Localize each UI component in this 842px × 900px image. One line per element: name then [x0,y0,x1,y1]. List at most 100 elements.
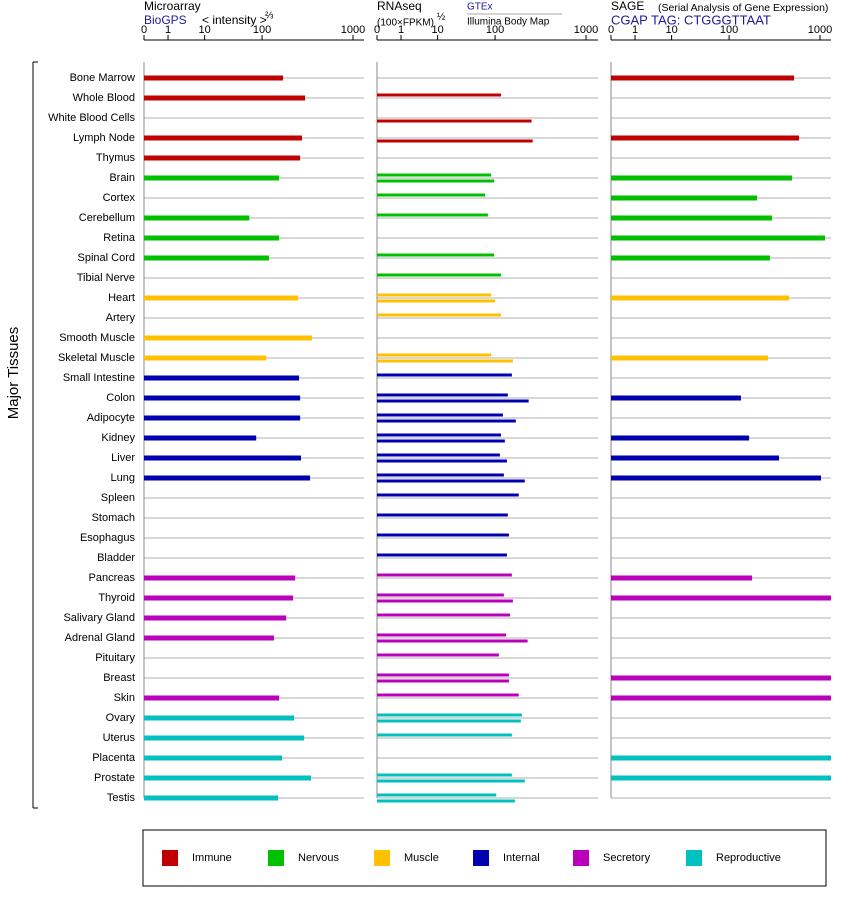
bar [377,93,501,97]
category-label: Spinal Cord [78,252,135,264]
bar [144,695,280,701]
bar [144,595,294,601]
bar [611,295,789,301]
x-tick-label: 1 [165,24,171,36]
bar [144,635,274,641]
legend-label: Secretory [603,852,651,864]
bar [144,255,269,261]
bar [377,473,504,477]
category-label: Placenta [92,752,136,764]
bar [377,399,529,403]
x-tick-label: 0 [374,24,380,36]
bar [144,355,267,361]
legend-swatch [573,850,589,866]
bar [377,393,508,397]
bar [611,675,831,681]
series-name: GTEx [467,2,493,13]
bar [611,75,795,81]
category-label: Uterus [103,732,136,744]
legend-label: Nervous [298,852,339,864]
x-tick-label: 1000 [341,24,365,36]
category-label: Thyroid [98,592,135,604]
bar [377,419,516,423]
legend-swatch [374,850,390,866]
bar [144,335,312,341]
legend-label: Immune [192,852,232,864]
category-label: Adrenal Gland [65,632,135,644]
x-tick-label: 1 [632,24,638,36]
bar [611,455,779,461]
legend-swatch [686,850,702,866]
bar [611,135,800,141]
bar [377,533,509,537]
bar [611,695,831,701]
bar [377,253,495,257]
category-label: Salivary Gland [63,612,135,624]
bar [611,175,793,181]
category-label: Bone Marrow [70,72,135,84]
category-label: Prostate [94,772,135,784]
x-tick-label: 10 [665,24,677,36]
bar [377,439,505,443]
bar [144,235,280,241]
bar [144,735,305,741]
scale-label: < intensity > [202,13,267,27]
category-label: Kidney [101,432,135,444]
bar [144,795,279,801]
panel-title: Microarray [144,0,201,13]
x-tick-label: 0 [141,24,147,36]
x-tick-label: 10 [431,24,443,36]
category-label: Cortex [103,192,136,204]
category-label: Spleen [101,492,135,504]
bar [377,799,515,803]
category-label: Cerebellum [79,212,135,224]
bar [377,653,499,657]
bar [144,175,280,181]
bar [144,155,301,161]
bar [377,353,492,357]
category-label: White Blood Cells [48,112,135,124]
category-label: Esophagus [80,532,136,544]
bar [377,139,533,143]
bar [377,173,492,177]
bar [377,713,522,717]
bar [377,719,521,723]
bar [144,135,303,141]
bar [144,755,283,761]
panel-subtitle: (Serial Analysis of Gene Expression) [658,2,828,14]
bar [144,455,302,461]
bar [144,95,306,101]
x-tick-label: 0 [608,24,614,36]
scale-power: ½ [437,12,446,23]
bar [144,395,301,401]
bar [377,193,486,197]
bar [377,453,500,457]
scale-power: ⅔ [265,11,274,22]
bar [377,773,512,777]
bar [611,775,831,781]
series-name: CGAP TAG: CTGGGTTAAT [611,12,771,27]
bar [377,119,532,123]
x-tick-label: 100 [720,24,738,36]
bar [144,715,295,721]
category-label: Testis [107,792,136,804]
bar [377,359,513,363]
x-tick-label: 1000 [808,24,832,36]
bar [377,299,496,303]
legend-label: Internal [503,852,540,864]
bar [144,475,311,481]
category-label: Bladder [97,552,135,564]
bar [377,639,528,643]
bar [377,213,488,217]
bar [377,673,509,677]
category-label: Lymph Node [73,132,135,144]
bar [377,513,508,517]
bar [611,215,773,221]
category-label: Colon [106,392,135,404]
category-label: Artery [106,312,136,324]
x-tick-label: 100 [253,24,271,36]
bar [377,553,507,557]
legend-box [142,829,827,887]
bar [144,215,250,221]
